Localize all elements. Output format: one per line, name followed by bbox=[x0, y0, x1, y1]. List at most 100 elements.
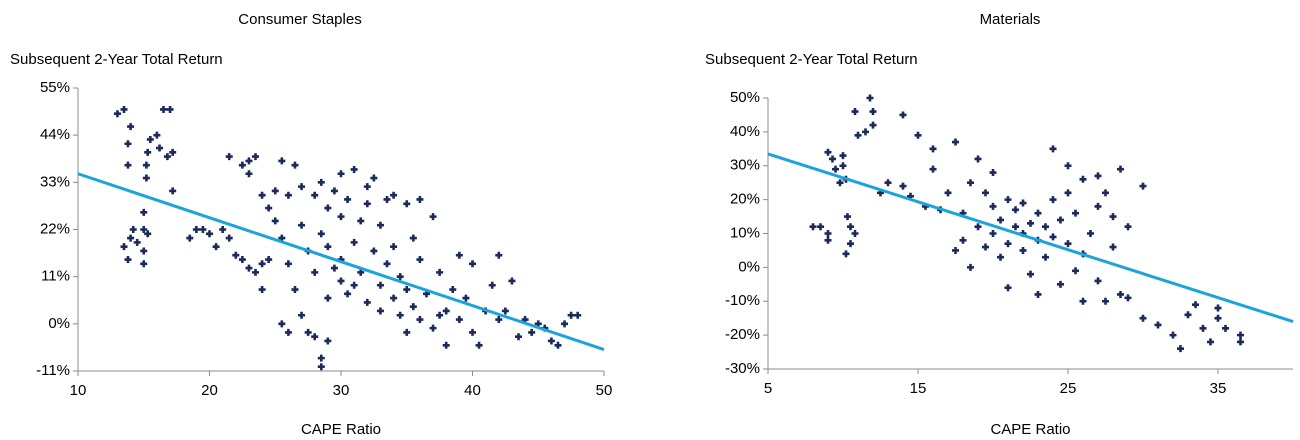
data-point bbox=[291, 286, 299, 294]
data-point bbox=[959, 236, 967, 244]
x-tick-label: 30 bbox=[333, 382, 350, 399]
data-point bbox=[997, 216, 1004, 224]
data-point bbox=[146, 135, 154, 143]
y-tick-label: -20% bbox=[725, 326, 760, 343]
data-point bbox=[317, 230, 325, 238]
data-point bbox=[495, 251, 503, 259]
data-point bbox=[851, 230, 859, 237]
data-point bbox=[561, 320, 569, 328]
data-point bbox=[1019, 199, 1027, 207]
data-point bbox=[370, 247, 378, 255]
data-point bbox=[989, 202, 997, 210]
data-point bbox=[922, 202, 929, 210]
data-point bbox=[899, 182, 907, 190]
data-point bbox=[1012, 206, 1019, 214]
data-point bbox=[839, 162, 847, 170]
y-tick-label: 11% bbox=[41, 268, 70, 285]
data-point bbox=[1042, 253, 1049, 261]
data-point bbox=[469, 328, 477, 336]
data-point bbox=[1102, 189, 1109, 197]
data-point bbox=[854, 131, 862, 139]
data-point bbox=[317, 363, 325, 371]
data-point bbox=[370, 174, 378, 182]
data-point bbox=[501, 307, 509, 315]
data-point bbox=[127, 234, 135, 242]
data-point bbox=[869, 108, 877, 116]
y-axis-label: Subsequent 2-Year Total Return bbox=[10, 51, 223, 68]
data-point bbox=[929, 165, 937, 173]
data-point bbox=[1094, 172, 1102, 180]
y-tick-label: 20% bbox=[730, 191, 760, 208]
data-point bbox=[1237, 331, 1244, 339]
x-axis-label: CAPE Ratio bbox=[301, 421, 381, 438]
data-point bbox=[192, 226, 200, 233]
data-point bbox=[1109, 243, 1117, 251]
data-point bbox=[899, 111, 907, 119]
data-point bbox=[219, 226, 227, 233]
data-point bbox=[324, 294, 332, 302]
data-point bbox=[528, 328, 536, 336]
data-point bbox=[1057, 280, 1064, 288]
x-tick-label: 35 bbox=[1210, 380, 1227, 397]
data-point bbox=[997, 253, 1004, 261]
data-point bbox=[252, 268, 260, 276]
data-point bbox=[278, 234, 286, 242]
data-point bbox=[265, 256, 273, 264]
data-point bbox=[1057, 216, 1064, 224]
data-point bbox=[416, 195, 424, 203]
data-point bbox=[127, 123, 135, 131]
data-point bbox=[1169, 331, 1177, 339]
data-point bbox=[989, 169, 997, 177]
data-point bbox=[238, 256, 246, 264]
data-point bbox=[547, 337, 555, 345]
data-point bbox=[515, 333, 523, 341]
data-point bbox=[989, 230, 997, 237]
data-point bbox=[376, 221, 384, 229]
data-point bbox=[839, 152, 847, 160]
x-tick-label: 40 bbox=[464, 382, 481, 399]
data-point bbox=[1049, 233, 1057, 241]
data-point bbox=[944, 189, 952, 197]
y-tick-label: 0% bbox=[48, 315, 70, 332]
data-point bbox=[357, 217, 365, 225]
data-point bbox=[488, 281, 496, 289]
data-point bbox=[1177, 345, 1184, 353]
data-point bbox=[1049, 196, 1057, 204]
data-point bbox=[163, 153, 171, 161]
data-point bbox=[436, 268, 444, 276]
data-point bbox=[1004, 240, 1012, 248]
data-point bbox=[324, 204, 332, 212]
data-point bbox=[337, 213, 345, 221]
data-point bbox=[363, 183, 371, 191]
data-point bbox=[140, 260, 148, 268]
data-point bbox=[469, 260, 477, 268]
data-point bbox=[238, 161, 246, 169]
data-point bbox=[521, 316, 529, 324]
data-point bbox=[409, 303, 417, 311]
data-point bbox=[1004, 284, 1012, 292]
data-point bbox=[383, 195, 391, 203]
data-point bbox=[350, 238, 358, 246]
data-point bbox=[449, 286, 457, 294]
data-point bbox=[1079, 297, 1087, 305]
data-point bbox=[330, 187, 338, 195]
data-point bbox=[376, 281, 384, 289]
data-point bbox=[252, 153, 260, 161]
data-point bbox=[1087, 230, 1094, 237]
data-point bbox=[1237, 338, 1244, 346]
data-point bbox=[159, 105, 167, 113]
data-point bbox=[245, 157, 253, 165]
data-point bbox=[1214, 304, 1222, 312]
data-point bbox=[344, 290, 352, 298]
data-point bbox=[350, 281, 358, 289]
data-point bbox=[376, 307, 384, 315]
data-point bbox=[429, 213, 437, 221]
data-point bbox=[258, 286, 266, 294]
data-point bbox=[952, 138, 959, 146]
data-point bbox=[120, 243, 128, 251]
data-point bbox=[396, 311, 404, 319]
data-point bbox=[1117, 290, 1124, 298]
data-point bbox=[907, 192, 914, 200]
data-point bbox=[337, 256, 345, 264]
data-point bbox=[311, 333, 319, 341]
